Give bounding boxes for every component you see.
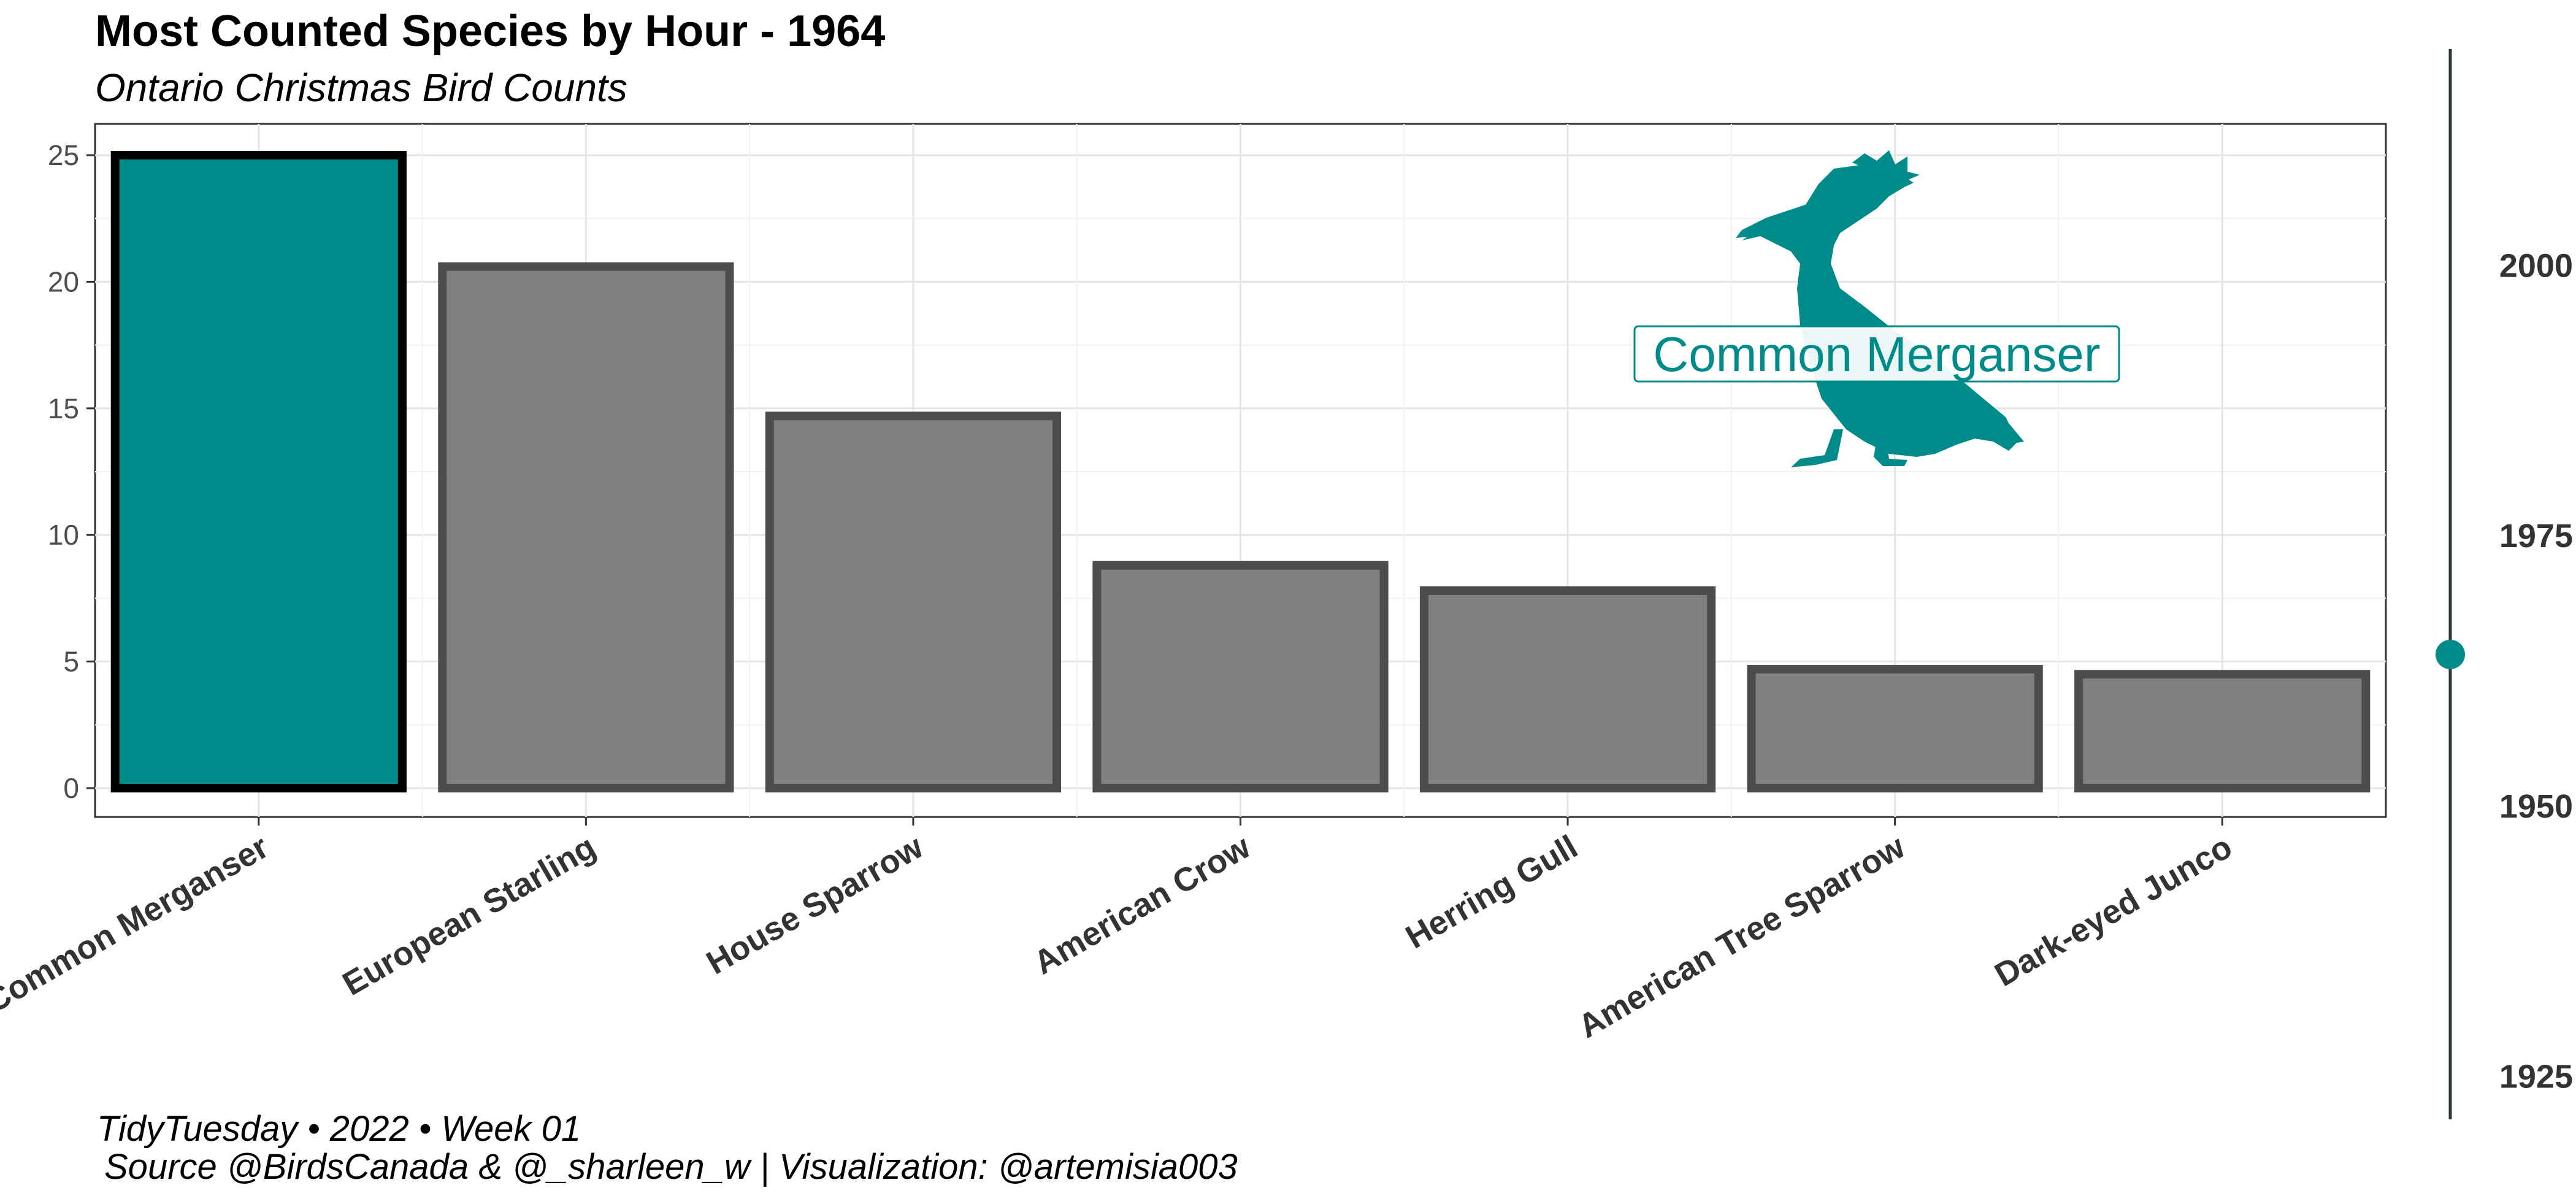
caption-line-2: Source @BirdsCanada & @_sharleen_w | Vis… bbox=[104, 1147, 1238, 1187]
y-tick-label: 25 bbox=[48, 139, 79, 171]
bar-dark-eyed-junco bbox=[2074, 670, 2371, 792]
chart-title: Most Counted Species by Hour - 1964 bbox=[95, 7, 885, 56]
bar-herring-gull bbox=[1419, 586, 1716, 792]
y-tick-label: 15 bbox=[48, 393, 79, 424]
annotation-label: Common Merganser bbox=[1633, 325, 2120, 383]
y-tick-label: 10 bbox=[48, 519, 79, 551]
caption-line-1: TidyTuesday • 2022 • Week 01 bbox=[97, 1109, 581, 1149]
bar-common-merganser bbox=[110, 151, 407, 792]
bars bbox=[110, 151, 2371, 793]
y-tick-label: 0 bbox=[63, 772, 79, 804]
y-tick-label: 5 bbox=[63, 646, 79, 678]
timeline-current-marker bbox=[2436, 640, 2465, 670]
bar-american-crow bbox=[1092, 561, 1389, 793]
year-timeline: 1925 1950 1975 2000 bbox=[2436, 49, 2573, 1119]
y-tick-label: 20 bbox=[48, 266, 79, 297]
annotation-text: Common Merganser bbox=[1653, 327, 2100, 381]
x-axis: Common Merganser European Starling House S… bbox=[0, 817, 2238, 1045]
x-tick-label: American Crow bbox=[1027, 828, 1257, 982]
bar-house-sparrow bbox=[765, 412, 1062, 792]
chart-subtitle: Ontario Christmas Bird Counts bbox=[95, 66, 627, 110]
timeline-tick-label: 1925 bbox=[2499, 1058, 2573, 1095]
x-tick-label: House Sparrow bbox=[700, 828, 930, 982]
timeline-tick-label: 1950 bbox=[2499, 788, 2573, 825]
x-tick-label: European Starling bbox=[337, 828, 602, 1003]
timeline-tick-label: 1975 bbox=[2499, 518, 2573, 554]
x-tick-label: American Tree Sparrow bbox=[1572, 828, 1911, 1045]
timeline-tick-label: 2000 bbox=[2499, 248, 2573, 285]
x-tick-label: Dark-eyed Junco bbox=[1988, 828, 2238, 994]
bar-american-tree-sparrow bbox=[1747, 664, 2043, 793]
merganser-silhouette-icon bbox=[1736, 150, 2024, 467]
y-axis: 0 5 10 15 20 25 bbox=[48, 139, 95, 804]
x-tick-label: Common Merganser bbox=[0, 828, 275, 1020]
bar-european-starling bbox=[438, 262, 734, 792]
x-tick-label: Herring Gull bbox=[1400, 828, 1584, 956]
